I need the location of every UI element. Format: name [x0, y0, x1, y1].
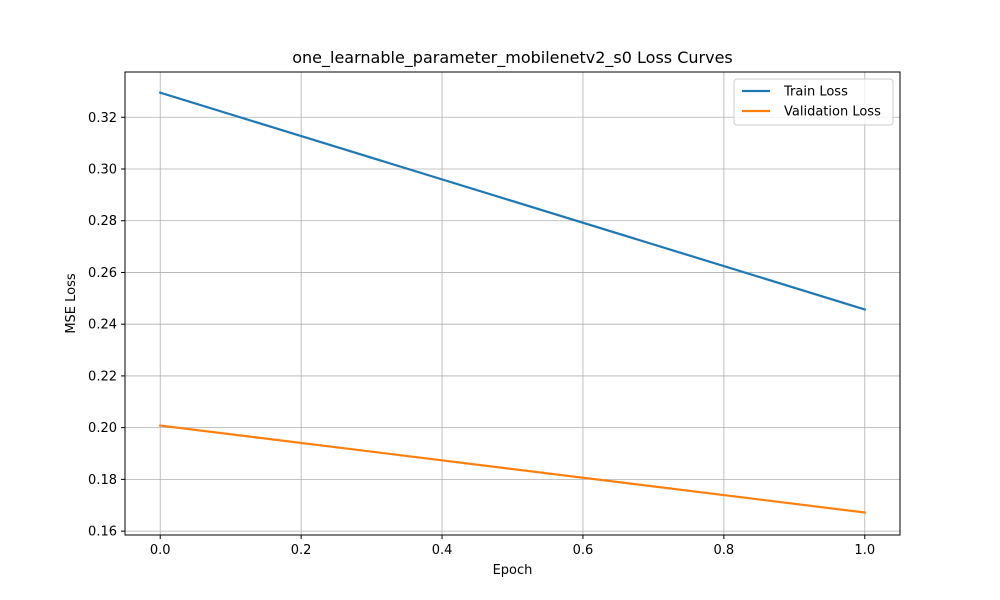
- series-lines: [158, 91, 867, 514]
- y-tick-label: 0.18: [88, 473, 117, 488]
- y-tick-label: 0.20: [88, 421, 117, 436]
- ticks: 0.0 0.2 0.4 0.6 0.8 1.0 0.16 0.18 0.20 0.22 0.24 0.…: [88, 111, 875, 558]
- y-tick-label: 0.30: [88, 162, 117, 177]
- validation-loss-line: [159, 424, 866, 514]
- legend-label-validation-loss: Validation Loss: [784, 105, 881, 120]
- legend-label-train-loss: Train Loss: [783, 85, 848, 100]
- y-tick-label: 0.26: [88, 266, 117, 281]
- x-tick-label: 0.4: [432, 543, 453, 558]
- y-tick-label: 0.16: [88, 525, 117, 540]
- train-loss-line: [158, 91, 867, 311]
- x-tick-label: 0.2: [291, 543, 312, 558]
- x-tick-label: 0.0: [150, 543, 171, 558]
- y-tick-label: 0.32: [88, 111, 117, 126]
- x-tick-label: 0.6: [573, 543, 594, 558]
- grid: [125, 72, 900, 535]
- y-axis-label: MSE Loss: [64, 273, 79, 334]
- plot-frame: [124, 71, 901, 536]
- x-tick-label: 0.8: [714, 543, 735, 558]
- legend: Train Loss Validation Loss: [733, 78, 894, 126]
- legend-box: [733, 78, 894, 126]
- y-tick-label: 0.22: [88, 369, 117, 384]
- y-tick-label: 0.28: [88, 214, 117, 229]
- x-axis-label: Epoch: [493, 563, 533, 578]
- y-tick-label: 0.24: [88, 318, 117, 333]
- x-tick-label: 1.0: [854, 543, 875, 558]
- chart-title: one_learnable_parameter_mobilenetv2_s0 L…: [292, 48, 733, 68]
